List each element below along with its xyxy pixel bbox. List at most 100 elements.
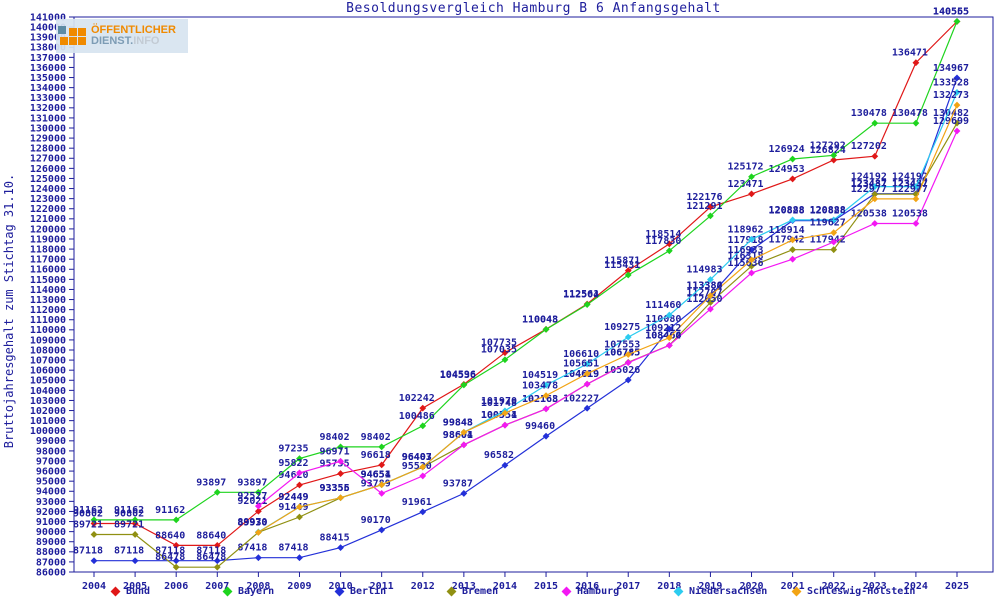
data-label: 127202 — [851, 141, 887, 152]
series-bayern: 91162 91162 91162 93897 93897 97235 98402 98402… — [73, 6, 969, 524]
data-point — [748, 246, 755, 254]
data-label: 110043 — [522, 314, 558, 325]
legend-item-schleswig-holstein: Schleswig-Holstein — [791, 584, 915, 598]
data-label: 93787 — [443, 478, 473, 489]
data-label: 96403 — [402, 452, 432, 463]
data-label: 119627 — [810, 218, 846, 229]
data-point — [542, 432, 550, 440]
svg-text:2013: 2013 — [452, 581, 476, 592]
svg-text:2009: 2009 — [287, 581, 311, 592]
data-label: 93897 — [196, 477, 226, 488]
svg-text:94000: 94000 — [36, 487, 66, 498]
svg-text:92000: 92000 — [36, 507, 66, 518]
data-label: 96582 — [484, 450, 514, 461]
svg-text:101000: 101000 — [30, 416, 66, 427]
svg-text:127000: 127000 — [30, 154, 66, 165]
data-point — [871, 183, 879, 191]
data-label: 140555 — [933, 6, 969, 17]
svg-text:111000: 111000 — [30, 315, 66, 326]
data-point — [419, 472, 427, 480]
data-label: 93356 — [320, 483, 350, 494]
svg-text:2017: 2017 — [616, 581, 640, 592]
data-point — [90, 531, 98, 538]
data-label: 118962 — [727, 224, 763, 235]
data-label: 90170 — [361, 515, 391, 526]
data-point — [378, 443, 386, 451]
data-label: 98601 — [443, 430, 473, 441]
logo-line2b: INFO — [133, 35, 160, 47]
data-label: 97235 — [278, 444, 308, 455]
svg-text:129000: 129000 — [30, 133, 66, 144]
data-label: 87118 — [73, 546, 103, 557]
data-label: 115871 — [604, 256, 640, 267]
data-point — [789, 255, 797, 263]
data-point — [748, 262, 755, 270]
data-point — [830, 216, 838, 224]
data-label: 133528 — [933, 77, 969, 88]
data-label: 120888 — [769, 205, 805, 216]
data-point — [131, 531, 139, 538]
data-label: 120538 — [851, 208, 887, 219]
svg-text:2016: 2016 — [575, 581, 599, 592]
data-label: 99460 — [525, 421, 555, 432]
data-label: 118514 — [645, 229, 681, 240]
svg-text:103000: 103000 — [30, 396, 66, 407]
data-point — [871, 190, 879, 198]
svg-text:124000: 124000 — [30, 184, 66, 195]
data-label: 101970 — [481, 396, 517, 407]
svg-text:97000: 97000 — [36, 456, 66, 467]
data-point — [378, 461, 386, 469]
svg-text:2024: 2024 — [904, 581, 928, 592]
data-label: 96407 — [402, 452, 432, 463]
svg-text:139000: 139000 — [30, 33, 66, 44]
series-bund: 90802 90802 88640 88640 92021 94620 95755 96618… — [73, 6, 969, 549]
data-point — [419, 508, 427, 516]
data-label: 129699 — [933, 116, 969, 127]
data-label: 89721 — [73, 519, 103, 530]
data-label: 113384 — [686, 281, 722, 292]
data-point — [337, 443, 344, 451]
svg-text:95000: 95000 — [36, 477, 66, 488]
data-point — [665, 341, 673, 349]
data-point — [542, 381, 550, 389]
data-label: 117942 — [810, 235, 846, 246]
data-label: 90802 — [114, 509, 144, 520]
data-point — [707, 276, 714, 283]
y-axis-title: Bruttojahresgehalt zum Stichtag 31.10. — [2, 173, 16, 449]
svg-text:2008: 2008 — [246, 581, 270, 592]
data-label: 115431 — [604, 260, 640, 271]
legend-marker-icon — [561, 586, 572, 596]
data-point — [583, 301, 591, 308]
data-label: 122977 — [851, 184, 887, 195]
data-point — [624, 333, 632, 341]
data-label: 110048 — [522, 314, 558, 325]
legend-label: Berlin — [350, 585, 387, 597]
data-label: 130482 — [933, 108, 969, 119]
data-label: 124192 — [851, 172, 887, 183]
data-point — [90, 557, 98, 565]
data-label: 104619 — [563, 369, 599, 380]
data-label: 116933 — [727, 245, 763, 256]
legend-item-berlin: Berlin — [334, 584, 387, 598]
legend-marker-icon — [334, 586, 345, 596]
data-point — [378, 481, 386, 489]
data-point — [748, 190, 755, 198]
data-label: 87118 — [196, 546, 226, 557]
svg-text:121000: 121000 — [30, 214, 66, 225]
svg-text:109000: 109000 — [30, 335, 66, 346]
data-point — [871, 220, 879, 227]
data-point — [830, 246, 838, 254]
svg-text:90000: 90000 — [36, 527, 66, 538]
data-point — [460, 428, 468, 436]
legend-marker-icon — [791, 586, 802, 596]
data-label: 94651 — [361, 470, 391, 481]
logo-line2a: DIENST. — [91, 35, 134, 47]
data-point — [542, 405, 550, 413]
data-label: 111460 — [645, 300, 681, 311]
oeffentlicher-dienst-logo[interactable]: ÖFFENTLICHER DIENST.INFO — [56, 19, 188, 53]
data-label: 104596 — [440, 369, 476, 380]
data-point — [337, 494, 344, 502]
logo-squares-icon — [58, 25, 86, 45]
data-label: 99848 — [443, 417, 473, 428]
